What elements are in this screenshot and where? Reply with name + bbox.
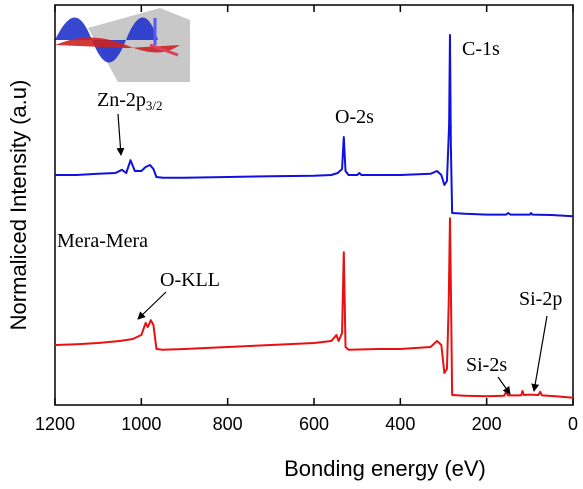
x-tick-label: 200 [472, 414, 502, 434]
x-tick-label: 800 [213, 414, 243, 434]
annotation-text: C-1s [462, 38, 500, 60]
inset-icon [55, 8, 190, 82]
annotation: Mera-Mera [57, 230, 148, 252]
annotation: Zn-2p3/2 [97, 89, 163, 113]
annotation: Si-2s [466, 354, 507, 376]
annotation: O-2s [335, 106, 374, 128]
annotation: O-KLL [160, 269, 220, 291]
x-tick-label: 0 [568, 414, 578, 434]
annotation: C-1s [462, 38, 500, 60]
annotation-arrow [137, 291, 167, 320]
annotation-text: Zn-2p [97, 89, 146, 111]
annotation: Si-2p [519, 288, 562, 310]
annotation-text: Mera-Mera [57, 230, 148, 252]
x-axis-title: Bonding energy (eV) [284, 456, 486, 481]
annotation-text: Si-2s [466, 354, 507, 376]
x-tick-label: 1200 [35, 414, 75, 434]
spectrum-line [54, 217, 574, 399]
annotation-arrow [116, 113, 125, 156]
x-tick-label: 400 [385, 414, 415, 434]
spectrum-line [55, 34, 574, 218]
y-axis-title: Normaliced Intensity (a.u) [6, 80, 31, 331]
annotation-text: O-2s [335, 106, 374, 128]
x-tick-label: 600 [299, 414, 329, 434]
annotation-arrow [531, 315, 548, 392]
annotation-subscript: 3/2 [146, 98, 163, 113]
annotation-text: Si-2p [519, 288, 562, 310]
x-tick-label: 1000 [121, 414, 161, 434]
annotation-text: O-KLL [160, 269, 220, 291]
annotation-arrow [497, 376, 511, 395]
